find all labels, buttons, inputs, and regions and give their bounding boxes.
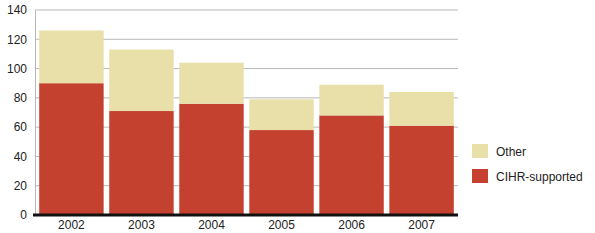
chart: 0204060801001201402002200320042005200620… bbox=[0, 0, 595, 233]
tick-label: 140 bbox=[7, 3, 27, 17]
bar bbox=[319, 115, 383, 215]
bar bbox=[109, 50, 173, 112]
grid-line bbox=[35, 10, 458, 11]
tick: 60 bbox=[14, 120, 35, 134]
bar bbox=[179, 104, 243, 215]
bar bbox=[389, 126, 453, 215]
tick-label: 80 bbox=[14, 91, 28, 105]
series bbox=[39, 31, 454, 131]
tick-label: 60 bbox=[14, 120, 28, 134]
legend-swatch bbox=[472, 169, 488, 183]
tick-label: 100 bbox=[7, 62, 27, 76]
tick: 2002 bbox=[58, 215, 85, 232]
tick: 2004 bbox=[198, 215, 225, 232]
tick: 140 bbox=[7, 3, 35, 17]
tick: 2005 bbox=[268, 215, 295, 232]
tick-label: 40 bbox=[14, 150, 28, 164]
bar bbox=[109, 111, 173, 215]
legend-label: Other bbox=[496, 145, 526, 159]
y-axis: 0 20 40 60 80 100 120 140 bbox=[7, 3, 36, 222]
tick: 20 bbox=[14, 179, 35, 193]
tick: 2007 bbox=[408, 215, 435, 232]
x-axis: 2002 2003 2004 2005 2006 2007 bbox=[33, 215, 458, 232]
tick: 100 bbox=[7, 62, 35, 76]
tick-label: 0 bbox=[20, 208, 27, 222]
tick-label: 2006 bbox=[338, 218, 365, 232]
tick-label: 2002 bbox=[58, 218, 85, 232]
tick-label: 120 bbox=[7, 33, 27, 47]
bar bbox=[249, 130, 313, 215]
bar bbox=[319, 85, 383, 116]
tick: 40 bbox=[14, 150, 35, 164]
tick: 120 bbox=[7, 33, 35, 47]
tick: 0 bbox=[20, 208, 35, 222]
tick-label: 2005 bbox=[268, 218, 295, 232]
legend-swatch bbox=[472, 144, 488, 158]
tick-label: 2003 bbox=[128, 218, 155, 232]
bars bbox=[39, 31, 454, 216]
tick-label: 20 bbox=[14, 179, 28, 193]
bar bbox=[39, 31, 103, 84]
axis-line bbox=[35, 11, 36, 216]
tick: 80 bbox=[14, 91, 35, 105]
legend: Other CIHR-supported bbox=[472, 144, 583, 184]
tick: 2003 bbox=[128, 215, 155, 232]
axis-line bbox=[33, 214, 458, 217]
legend-item: Other bbox=[472, 144, 526, 159]
bar bbox=[39, 83, 103, 215]
series bbox=[39, 83, 454, 215]
tick-label: 2004 bbox=[198, 218, 225, 232]
bar bbox=[179, 63, 243, 104]
tick-label: 2007 bbox=[408, 218, 435, 232]
grid bbox=[35, 10, 458, 215]
legend-item: CIHR-supported bbox=[472, 169, 583, 184]
tick: 2006 bbox=[338, 215, 365, 232]
bar bbox=[389, 92, 453, 126]
legend-label: CIHR-supported bbox=[496, 170, 583, 184]
bar bbox=[249, 99, 313, 130]
